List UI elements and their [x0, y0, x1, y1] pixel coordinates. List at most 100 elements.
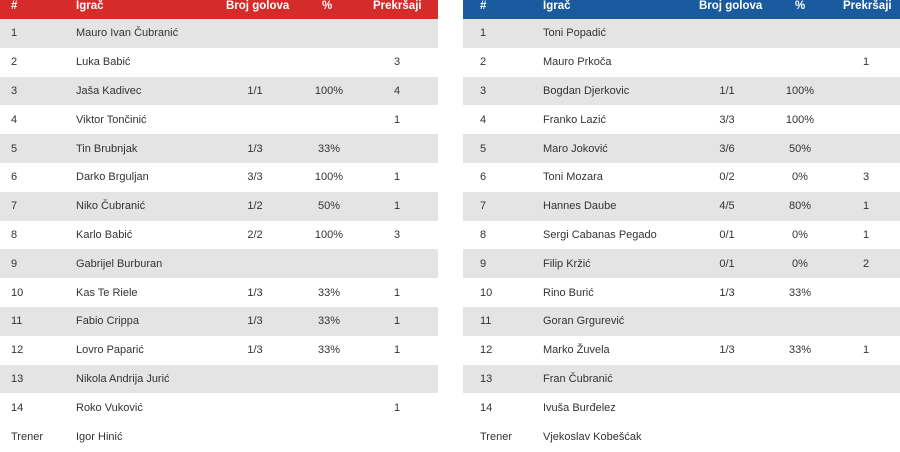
player-goals: 1/3: [719, 286, 735, 299]
player-fouls: 1: [862, 200, 870, 213]
player-row: 6 Darko Brguljan 3/3 100% 1: [0, 162, 438, 192]
player-row: 10 Kas Te Riele 1/3 33% 1: [0, 278, 438, 307]
player-row: 11 Goran Grgurević: [463, 306, 900, 336]
player-row: 7 Niko Čubranić 1/2 50% 1: [0, 191, 438, 221]
player-number: 14: [11, 401, 24, 414]
header-fouls: Prekršaji: [373, 0, 422, 12]
header-fouls: Prekršaji: [843, 0, 892, 12]
player-goals: 1/1: [719, 84, 735, 97]
away-team-table: # Igrač Broj golova % Prekršaji 1 Toni Po…: [463, 0, 900, 452]
player-percent: 33%: [317, 286, 341, 299]
player-goals: 1/1: [247, 84, 263, 97]
home-team-table: # Igrač Broj golova % Prekršaji 1 Mauro I…: [0, 0, 438, 452]
player-goals: 1/3: [247, 315, 263, 328]
player-percent: 0%: [792, 257, 808, 270]
player-percent: 100%: [314, 171, 344, 184]
player-number: 8: [480, 228, 487, 241]
player-name: Karlo Babić: [76, 228, 133, 241]
player-name: Gabrijel Burburan: [76, 257, 163, 270]
player-fouls: 1: [393, 113, 401, 126]
player-row: 14 Ivuša Burđelez: [463, 393, 900, 423]
player-name: Lovro Paparić: [76, 344, 144, 357]
player-name: Fabio Crippa: [76, 315, 139, 328]
player-number: 3: [11, 84, 18, 97]
table-header: # Igrač Broj golova % Prekršaji: [463, 0, 900, 19]
player-row: 3 Bogdan Djerkovic 1/1 100%: [463, 76, 900, 106]
player-name: Franko Lazić: [543, 113, 606, 126]
player-percent: 80%: [788, 200, 812, 213]
player-fouls: 1: [862, 228, 870, 241]
player-row: 14 Roko Vuković 1: [0, 393, 438, 423]
player-name: Ivuša Burđelez: [543, 401, 616, 414]
player-name: Niko Čubranić: [76, 200, 146, 213]
player-fouls: 1: [862, 344, 870, 357]
player-row: 13 Fran Čubranić: [463, 364, 900, 394]
player-number: 9: [11, 257, 18, 270]
player-fouls: 3: [393, 56, 401, 69]
player-row: 6 Toni Mozara 0/2 0% 3: [463, 162, 900, 192]
player-fouls: 1: [862, 56, 870, 69]
player-number: 10: [11, 286, 24, 299]
player-fouls: 2: [862, 257, 870, 270]
player-percent: 33%: [788, 344, 812, 357]
player-row: 11 Fabio Crippa 1/3 33% 1: [0, 306, 438, 336]
player-name: Fran Čubranić: [543, 372, 613, 385]
player-number: 3: [480, 84, 487, 97]
coach-label: Trener: [480, 431, 512, 444]
player-percent: 0%: [792, 228, 808, 241]
player-percent: 100%: [785, 113, 815, 126]
player-number: 11: [480, 315, 492, 328]
player-number: 13: [11, 372, 24, 385]
player-row: 3 Jaša Kadivec 1/1 100% 4: [0, 76, 438, 106]
player-row: 4 Franko Lazić 3/3 100%: [463, 105, 900, 135]
player-name: Viktor Tončinić: [76, 113, 147, 126]
player-percent: 33%: [788, 286, 812, 299]
player-number: 12: [480, 344, 493, 357]
header-player: Igrač: [543, 0, 571, 12]
player-number: 5: [480, 142, 487, 155]
player-name: Mauro Ivan Čubranić: [76, 27, 179, 40]
player-number: 11: [11, 315, 23, 328]
player-number: 6: [11, 171, 18, 184]
player-row: 5 Maro Joković 3/6 50%: [463, 134, 900, 163]
player-percent: 33%: [317, 315, 341, 328]
player-number: 6: [480, 171, 487, 184]
player-name: Luka Babić: [76, 56, 131, 69]
player-goals: 1/3: [247, 344, 263, 357]
player-fouls: 1: [393, 344, 401, 357]
player-number: 8: [11, 228, 18, 241]
player-row: 1 Toni Popadić: [463, 19, 900, 48]
player-row: 2 Luka Babić 3: [0, 47, 438, 77]
player-goals: 0/2: [719, 171, 735, 184]
header-percent: %: [795, 0, 806, 12]
player-name: Marko Žuvela: [543, 344, 610, 357]
header-number: #: [11, 0, 18, 12]
coach-name: Vjekoslav Kobešćak: [543, 431, 642, 444]
player-goals: 0/1: [719, 228, 735, 241]
player-goals: 1/3: [719, 344, 735, 357]
player-goals: 3/3: [719, 113, 735, 126]
coach-label: Trener: [11, 431, 43, 444]
player-fouls: 4: [393, 84, 401, 97]
player-percent: 33%: [317, 344, 341, 357]
coach-name: Igor Hinić: [76, 431, 123, 444]
player-number: 12: [11, 344, 24, 357]
player-goals: 4/5: [719, 200, 735, 213]
player-fouls: 3: [393, 228, 401, 241]
player-name: Mauro Prkoča: [543, 56, 612, 69]
player-row: 12 Lovro Paparić 1/3 33% 1: [0, 335, 438, 365]
player-name: Bogdan Djerkovic: [543, 84, 630, 97]
player-name: Sergi Cabanas Pegado: [543, 228, 657, 241]
player-name: Toni Mozara: [543, 171, 603, 184]
player-goals: 2/2: [247, 228, 263, 241]
player-name: Nikola Andrija Jurić: [76, 372, 170, 385]
player-goals: 1/2: [247, 200, 263, 213]
header-goals: Broj golova: [226, 0, 290, 12]
player-row: 2 Mauro Prkoča 1: [463, 47, 900, 77]
player-goals: 0/1: [719, 257, 735, 270]
player-number: 7: [11, 200, 18, 213]
coach-row: Trener Vjekoslav Kobešćak: [463, 422, 900, 452]
player-goals: 1/3: [247, 142, 263, 155]
player-number: 13: [480, 372, 493, 385]
player-number: 7: [480, 200, 487, 213]
